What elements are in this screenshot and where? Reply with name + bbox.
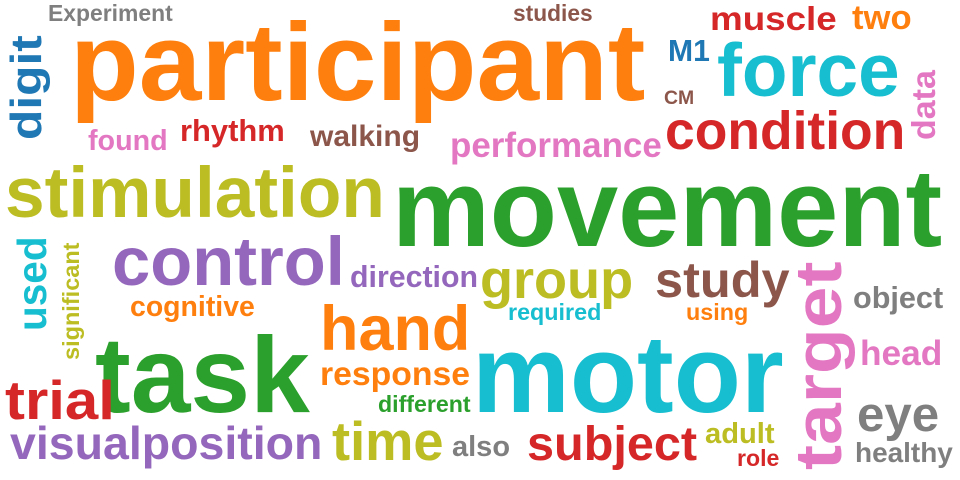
word-rhythm: rhythm: [180, 113, 285, 148]
word-force: force: [717, 28, 900, 112]
word-walking: walking: [310, 120, 421, 153]
word-direction: direction: [350, 261, 478, 294]
word-movement: movement: [392, 147, 943, 270]
word-muscle: muscle: [710, 0, 837, 37]
word-cm: CM: [664, 87, 695, 109]
word-response: response: [320, 355, 471, 393]
word-trial: trial: [5, 369, 115, 431]
word-digit: digit: [2, 35, 51, 141]
word-subject: subject: [527, 417, 698, 471]
word-motor: motor: [472, 313, 784, 436]
word-time: time: [332, 411, 444, 472]
word-participant: participant: [70, 1, 646, 124]
word-hand: hand: [320, 294, 471, 364]
word-healthy: healthy: [855, 437, 953, 468]
word-control: control: [112, 223, 345, 300]
word-studies: studies: [513, 0, 593, 26]
word-visualposition: visualposition: [10, 417, 323, 469]
word-adult: adult: [705, 418, 775, 450]
word-used: used: [9, 236, 55, 331]
word-task: task: [95, 315, 310, 435]
word-two: two: [852, 0, 912, 37]
word-m1: M1: [668, 35, 710, 68]
word-eye: eye: [857, 387, 940, 442]
word-head: head: [860, 334, 943, 373]
word-condition: condition: [665, 102, 906, 161]
word-experiment: Experiment: [48, 0, 173, 26]
word-using: using: [686, 299, 749, 325]
word-stimulation: stimulation: [5, 154, 385, 233]
word-object: object: [853, 281, 944, 315]
word-cognitive: cognitive: [130, 291, 255, 323]
word-also: also: [452, 431, 511, 463]
word-different: different: [378, 391, 471, 417]
word-found: found: [88, 125, 168, 157]
word-group: group: [480, 250, 634, 310]
word-role: role: [737, 445, 780, 471]
word-required: required: [508, 299, 602, 325]
word-significant: significant: [58, 242, 84, 360]
word-target: target: [781, 261, 855, 470]
word-performance: performance: [450, 126, 662, 165]
word-study: study: [655, 251, 790, 308]
word-data: data: [905, 70, 942, 140]
